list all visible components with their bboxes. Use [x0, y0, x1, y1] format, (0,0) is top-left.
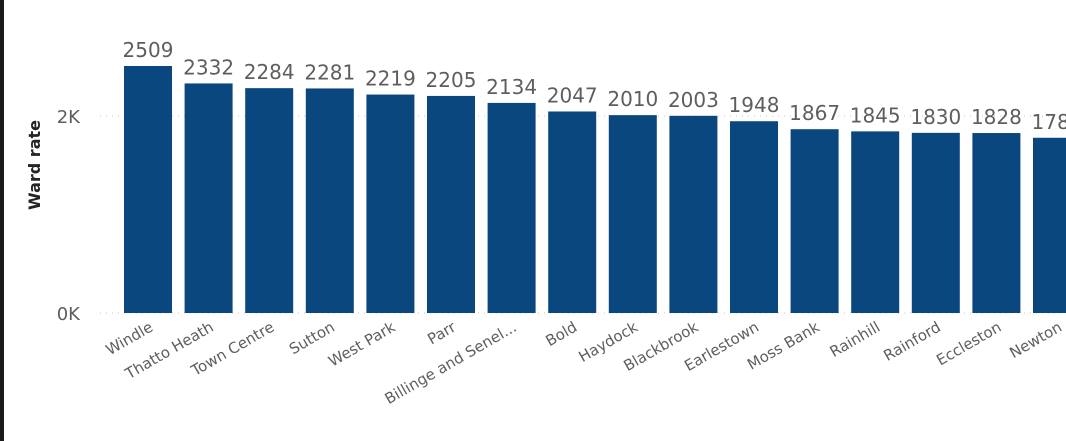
data-label: 2332 — [183, 55, 234, 79]
bar[interactable] — [790, 129, 839, 313]
x-tick-label: Parr — [424, 317, 459, 348]
x-tick-label: Bold — [542, 318, 580, 350]
data-label: 2219 — [365, 67, 416, 91]
data-label: 2010 — [607, 87, 658, 111]
bar[interactable] — [608, 115, 657, 313]
data-label: 2134 — [486, 75, 537, 99]
data-label: 1830 — [910, 105, 961, 129]
bar[interactable] — [245, 88, 294, 313]
x-tick-label: Eccleston — [933, 318, 1004, 369]
y-axis-title: Ward rate — [25, 120, 44, 210]
data-label: 1867 — [789, 101, 840, 125]
data-label: 2281 — [304, 60, 355, 84]
data-label: 2509 — [123, 38, 174, 62]
x-tick-label: West Park — [325, 318, 398, 371]
x-tick-label: Newton — [1006, 318, 1065, 362]
bar[interactable] — [184, 83, 233, 314]
data-label: 1845 — [850, 103, 901, 127]
y-tick-label: 2K — [57, 107, 81, 128]
x-tick-label: Rainhill — [827, 318, 884, 361]
bar[interactable] — [427, 95, 475, 313]
data-label: 2205 — [426, 68, 477, 92]
bar[interactable] — [1033, 137, 1066, 313]
bar[interactable] — [851, 131, 900, 313]
bar[interactable] — [124, 66, 172, 313]
data-label: 2003 — [668, 88, 719, 112]
bar[interactable] — [487, 102, 536, 313]
bar[interactable] — [972, 133, 1021, 313]
bar[interactable] — [730, 121, 778, 313]
data-label: 1780 — [1032, 110, 1066, 134]
bar[interactable] — [305, 88, 354, 314]
x-tick-label: Rainford — [880, 318, 943, 365]
bar[interactable] — [911, 132, 960, 313]
data-label: 1948 — [729, 93, 780, 117]
data-label: 1828 — [971, 105, 1022, 129]
y-tick-label: 0K — [57, 304, 81, 325]
data-label: 2284 — [244, 60, 295, 84]
bar[interactable] — [366, 94, 415, 313]
bar[interactable] — [548, 111, 597, 313]
data-label: 2047 — [547, 83, 598, 107]
bar[interactable] — [669, 115, 718, 313]
